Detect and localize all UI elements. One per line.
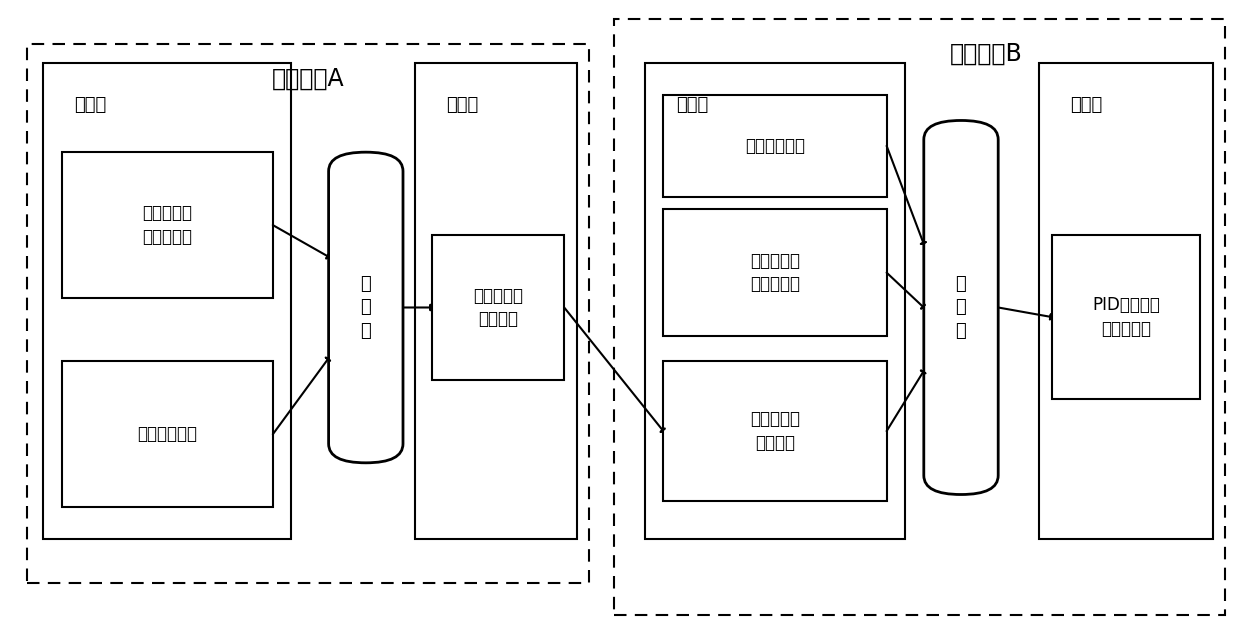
Text: 测试工况参数: 测试工况参数: [138, 425, 197, 443]
FancyBboxPatch shape: [1052, 235, 1200, 399]
Text: 制冷压缩机
的铭牌参数: 制冷压缩机 的铭牌参数: [750, 252, 800, 294]
FancyBboxPatch shape: [663, 361, 887, 501]
Text: 测试工况参数: 测试工况参数: [745, 137, 805, 155]
Text: 输出层: 输出层: [1070, 96, 1102, 113]
FancyBboxPatch shape: [329, 152, 403, 463]
Text: 神经网络A: 神经网络A: [272, 67, 345, 91]
Text: 隐
含
层: 隐 含 层: [361, 275, 371, 340]
FancyBboxPatch shape: [1039, 63, 1213, 539]
FancyBboxPatch shape: [645, 63, 905, 539]
Text: 制冷压缩机
的铭牌参数: 制冷压缩机 的铭牌参数: [143, 204, 192, 246]
Text: 输入层: 输入层: [74, 96, 107, 113]
Text: 输出层: 输出层: [446, 96, 479, 113]
Text: 输入层: 输入层: [676, 96, 708, 113]
FancyBboxPatch shape: [924, 120, 998, 495]
FancyBboxPatch shape: [43, 63, 291, 539]
FancyBboxPatch shape: [432, 235, 564, 380]
Text: 测试设备的
启停状态: 测试设备的 启停状态: [750, 410, 800, 452]
Text: 隐
含
层: 隐 含 层: [956, 275, 966, 340]
FancyBboxPatch shape: [663, 95, 887, 197]
Text: 神经网络B: 神经网络B: [950, 42, 1022, 66]
FancyBboxPatch shape: [62, 361, 273, 507]
FancyBboxPatch shape: [62, 152, 273, 298]
Text: PID调节表的
输出百分比: PID调节表的 输出百分比: [1092, 296, 1159, 338]
FancyBboxPatch shape: [663, 209, 887, 336]
FancyBboxPatch shape: [415, 63, 577, 539]
Text: 测试设备的
启停状态: 测试设备的 启停状态: [472, 287, 523, 328]
